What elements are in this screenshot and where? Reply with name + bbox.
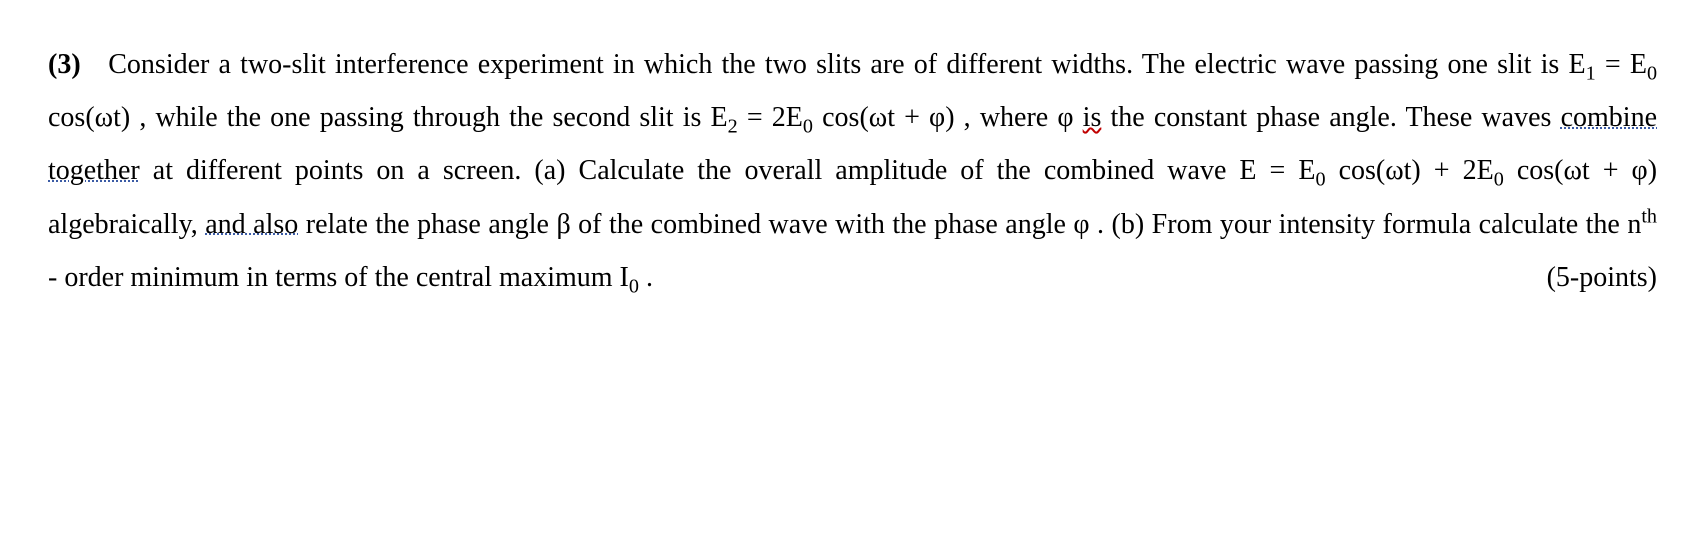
text-span: - (48, 262, 57, 293)
text-span: cos(ωt + φ) , (822, 102, 971, 133)
subscript: 0 (803, 116, 813, 138)
subscript: 0 (1647, 63, 1657, 85)
text-span: the overall amplitude of the combined wa… (697, 155, 1315, 186)
text-span: passing one slit is E (1354, 49, 1585, 80)
text-span: Consider a two-slit interference experim… (108, 49, 1345, 80)
subscript: 0 (1494, 169, 1504, 191)
text-span: . (646, 262, 653, 293)
text-span: = E (1605, 49, 1647, 80)
text-span: where φ (980, 102, 1083, 133)
problem-page: (3) Consider a two-slit interference exp… (0, 0, 1705, 360)
superscript-th: th (1641, 205, 1657, 227)
points-label: (5-points) (1547, 251, 1657, 304)
subscript: 2 (728, 116, 738, 138)
text-span: cos(ωt) + 2E (1339, 155, 1494, 186)
text-span: cos(ωt) , while the one passing through … (48, 102, 728, 133)
problem-text: (3) Consider a two-slit interference exp… (48, 38, 1657, 304)
problem-number: (3) (48, 49, 81, 80)
text-span: relate the (306, 209, 410, 240)
dotted-phrase-and-also: and also (205, 209, 298, 240)
subscript: 0 (1315, 169, 1325, 191)
text-span: the constant phase angle. These waves (1111, 102, 1561, 133)
subscript: 1 (1586, 63, 1596, 85)
text-span: order minimum in terms of the central ma… (64, 262, 629, 293)
text-span: = 2E (747, 102, 803, 133)
wavy-word-is: is (1083, 102, 1102, 133)
subscript: 0 (629, 275, 639, 297)
text-span: phase angle β of the combined wave with … (417, 209, 1641, 240)
text-span: at different points on a screen. (a) Cal… (153, 155, 684, 186)
